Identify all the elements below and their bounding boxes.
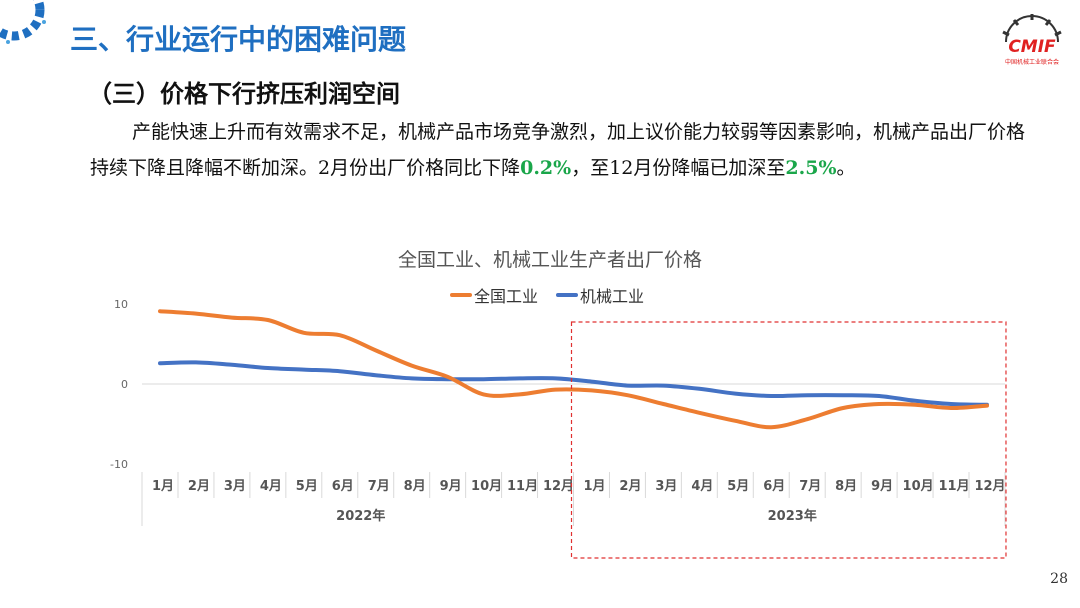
x-group-label: 2022年 [336,508,385,524]
legend-item-industry: 全国工业 [450,283,538,307]
x-tick-label: 6月 [763,479,785,494]
x-tick-label: 4月 [260,479,282,494]
x-tick-label: 5月 [727,479,749,494]
highlight-value-dec: 2.5% [785,157,837,179]
x-tick-label: 10月 [903,479,934,494]
x-tick-label: 5月 [296,479,318,494]
subsection-title: （三）价格下行挤压利润空间 [88,80,400,108]
x-tick-label: 2月 [619,479,641,494]
legend-label-machinery: 机械工业 [580,287,645,306]
x-tick-label: 9月 [440,479,462,494]
section-title: 三、行业运行中的困难问题 [70,23,407,56]
logo-subtext: 中国机械工业联合会 [1005,58,1059,66]
y-tick-label: -10 [110,458,128,471]
x-tick-label: 7月 [799,479,821,494]
legend-swatch-industry [450,293,472,297]
x-tick-label: 2月 [188,479,210,494]
y-tick-label: 10 [114,298,128,311]
paragraph-text-1: 产能快速上升而有效需求不足，机械产品市场竞争激烈，加上议价能力较弱等因素影响，机… [90,121,1026,179]
legend-swatch-machinery [556,293,579,297]
highlight-box-2023 [570,321,1007,559]
y-tick-label: 0 [121,378,128,391]
x-tick-label: 10月 [471,479,502,494]
x-tick-label: 1月 [583,479,605,494]
page-number: 28 [1050,571,1068,587]
chart-legend: 全国工业 机械工业 [450,283,644,307]
x-tick-label: 1月 [152,479,174,494]
paragraph-text-2: ，至12月份降幅已加深至 [571,157,786,179]
chart-title: 全国工业、机械工业生产者出厂价格 [397,249,702,271]
x-tick-label: 8月 [835,479,857,494]
paragraph-text-3: 。 [836,157,856,179]
price-chart: 全国工业、机械工业生产者出厂价格 全国工业 机械工业 10 0 -10 1月 2月 3月 4… [0,228,1080,578]
x-tick-label: 11月 [938,479,969,494]
x-tick-label: 4月 [691,479,713,494]
body-paragraph: 产能快速上升而有效需求不足，机械产品市场竞争激烈，加上议价能力较弱等因素影响，机… [90,114,1030,186]
x-tick-label: 3月 [655,479,677,494]
cmif-logo: CMIF 中国机械工业联合会 [1002,14,1062,66]
x-tick-label: 12月 [974,479,1005,494]
x-tick-label: 12月 [543,479,574,494]
x-tick-label: 3月 [224,479,246,494]
x-tick-label: 8月 [404,479,426,494]
x-tick-label: 6月 [332,479,354,494]
legend-label-industry: 全国工业 [474,287,539,306]
corner-gear-decoration [0,0,46,44]
logo-text: CMIF [1008,37,1056,57]
x-group-label: 2023年 [768,508,817,524]
x-tick-label: 9月 [871,479,893,494]
series-line-industry [158,309,989,430]
chart-plot-area: 10 0 -10 1月 2月 3月 4月 5月 6月 7月 8月 9月 10月 11月 12月 1月 2月 3月 4… [110,298,1007,559]
x-tick-label: 11月 [507,479,538,494]
series-line-machinery [158,360,989,407]
highlight-value-feb: 0.2% [520,157,572,179]
x-tick-label: 7月 [368,479,390,494]
legend-item-machinery: 机械工业 [556,283,644,307]
